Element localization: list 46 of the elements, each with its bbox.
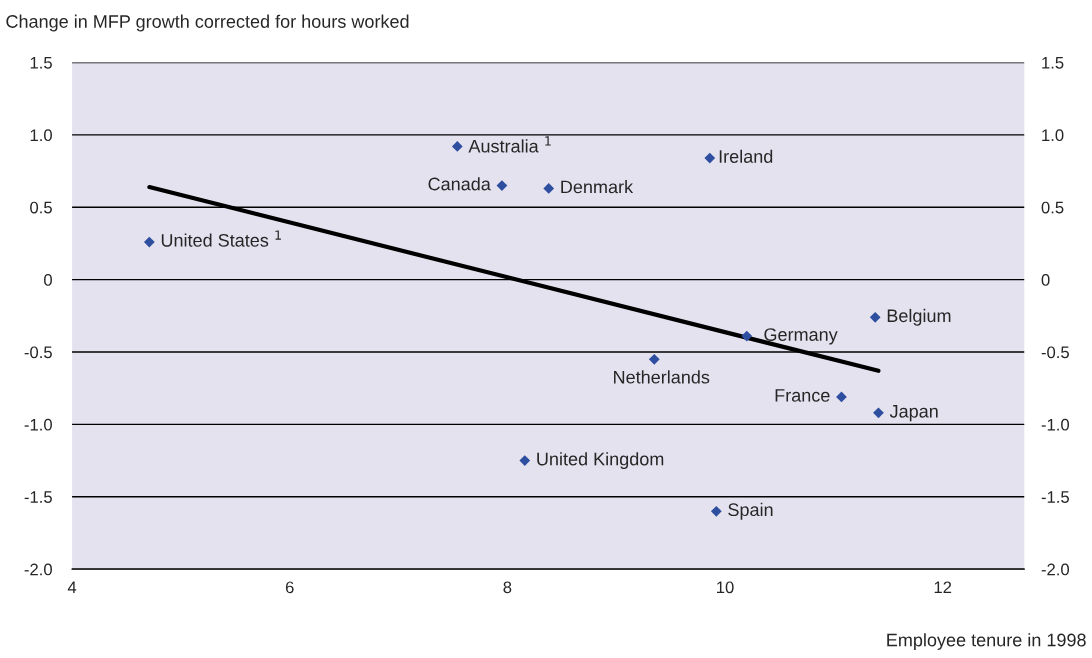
- annotation: Netherlands: [614, 370, 710, 384]
- y-tick-label: 1.5: [30, 57, 52, 69]
- y2-tick-label: -2.0: [1041, 563, 1070, 576]
- point: [648, 353, 660, 365]
- annotation: Ireland: [719, 149, 773, 163]
- point: [143, 236, 155, 248]
- y2-tick-label: 0: [1041, 274, 1050, 286]
- annotation: Denmark: [561, 180, 634, 194]
- y2-tick-label: 1.5: [1042, 57, 1064, 69]
- x-tick-label: 4: [67, 581, 77, 594]
- annotation: Australia $^{1}$: [468, 136, 551, 153]
- y-tick-label: -1.0: [24, 418, 52, 431]
- y-tick-label: -1.5: [24, 491, 52, 503]
- point: [704, 152, 716, 164]
- annotation: United Kingdom: [537, 452, 664, 470]
- y-tick-label: -0.5: [24, 346, 52, 359]
- y2-tick-label: -1.0: [1041, 418, 1070, 431]
- y-tick-label: 1.0: [30, 129, 52, 142]
- annotation: Belgium: [887, 308, 951, 326]
- point: [873, 407, 884, 419]
- point: [836, 391, 847, 403]
- annotation: France: [775, 389, 830, 402]
- point: [543, 183, 555, 194]
- y-tick-label: -2.0: [24, 563, 52, 576]
- y2-tick-label: 1.0: [1042, 129, 1064, 142]
- x-tick-label: 6: [285, 581, 294, 594]
- point: [451, 141, 463, 152]
- y2-tick-label: -0.5: [1041, 346, 1069, 359]
- point: [869, 311, 881, 323]
- x-axis-title: Employee tenure in 1998: [887, 633, 1086, 650]
- y-axis-title: Change in MFP growth corrected for hours worked: [6, 14, 409, 32]
- y-tick-label: 0: [44, 274, 52, 286]
- x-tick-label: 10: [717, 581, 734, 594]
- x-tick-label: 12: [934, 581, 952, 594]
- annotation: Spain: [728, 502, 773, 520]
- y-tick-label: 0.5: [30, 201, 52, 214]
- x-tick-label: 8: [503, 581, 512, 594]
- y2-tick-label: 0.5: [1041, 201, 1064, 214]
- y2-tick-label: -1.5: [1041, 491, 1069, 503]
- annotation: United States $^{1}$: [161, 230, 281, 247]
- point: [741, 330, 753, 342]
- annotation: Germany: [764, 328, 838, 345]
- point: [519, 455, 531, 466]
- annotation: Japan: [889, 405, 938, 422]
- point: [710, 505, 722, 517]
- annotation: Canada: [428, 177, 491, 191]
